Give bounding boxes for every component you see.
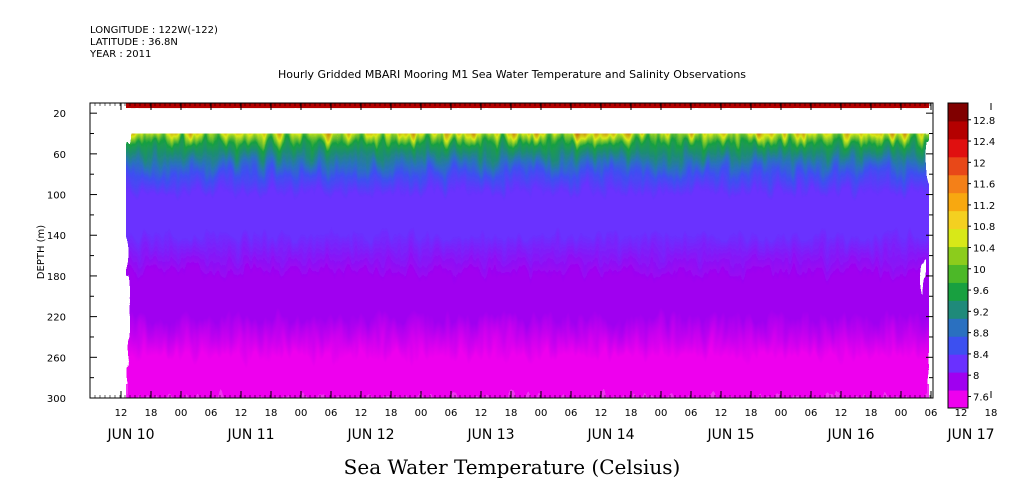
colorbar-label: 9.6 [973, 286, 989, 297]
data-layer [90, 103, 933, 398]
y-tick-label: 220 [47, 313, 66, 324]
x-day-label: JUN 11 [226, 427, 274, 443]
colorbar: 12.8 12.4 12 11.6 11.2 10.8 10.4 10 9.6 9.2 8.8 8.4… [947, 102, 995, 409]
x-hour-tick-label: 12 [115, 408, 128, 419]
bottom-layer [126, 384, 929, 398]
y-tick-label: 140 [47, 231, 66, 242]
x-hour-tick-label: 12 [475, 408, 488, 419]
x-hour-tick-label: 06 [325, 408, 338, 419]
colorbar-label: 12 [973, 158, 986, 169]
year-label: YEAR : 2011 [90, 49, 152, 60]
x-hour-tick-label: 12 [235, 408, 248, 419]
x-hour-tick-label: 12 [595, 408, 608, 419]
x-hour-tick-label: 00 [415, 408, 428, 419]
colorbar-swatch [948, 246, 968, 265]
colorbar-swatch [948, 300, 968, 319]
x-hour-tick-label: 12 [355, 408, 368, 419]
colorbar-swatch [948, 264, 968, 283]
x-hour-tick-label: 12 [715, 408, 728, 419]
colorbar-label: 7.6 [973, 392, 989, 403]
x-hour-tick-label: 00 [175, 408, 188, 419]
x-hour-tick-label: 18 [385, 408, 398, 419]
x-hour-tick-label: 12 [955, 408, 968, 419]
y-tick-label: 180 [47, 272, 66, 283]
colorbar-label: 10 [973, 265, 986, 276]
x-hour-tick-label: 18 [745, 408, 758, 419]
x-hour-tick-label: 00 [775, 408, 788, 419]
colorbar-label: 12.4 [973, 137, 995, 148]
colorbar-swatch [948, 156, 968, 176]
y-tick-label: 100 [47, 191, 66, 202]
colorbar-swatch [948, 138, 968, 158]
x-day-label: JUN 14 [586, 427, 634, 443]
colorbar-swatch [948, 210, 968, 230]
surface-band [126, 103, 929, 109]
y-axis-title: DEPTH (m) [36, 225, 47, 279]
x-axis-title: Sea Water Temperature (Celsius) [343, 455, 681, 479]
x-hour-tick-label: 18 [985, 408, 998, 419]
latitude-label: LATITUDE : 36.8N [90, 37, 178, 48]
y-tick-label: 300 [47, 394, 66, 405]
x-hour-tick-label: 18 [625, 408, 638, 419]
x-day-label: JUN 15 [706, 427, 754, 443]
colorbar-label: 11.2 [973, 201, 995, 212]
x-hour-tick-label: 00 [895, 408, 908, 419]
y-tick-label: 60 [53, 150, 66, 161]
y-tick-label: 20 [53, 109, 66, 120]
x-hour-tick-label: 06 [565, 408, 578, 419]
x-hour-tick-label: 18 [505, 408, 518, 419]
colorbar-label: 8.8 [973, 329, 989, 340]
colorbar-swatch [948, 336, 968, 355]
temperature-field [126, 103, 929, 398]
colorbar-frame [947, 102, 969, 409]
colorbar-label: 8 [973, 371, 979, 382]
x-day-label: JUN 16 [826, 427, 874, 443]
colorbar-swatch [948, 282, 968, 301]
y-tick-label: 260 [47, 353, 66, 364]
longitude-label: LONGITUDE : 122W(-122) [90, 25, 218, 36]
colorbar-swatch [948, 228, 968, 248]
plot-area [90, 103, 933, 398]
right-blank [929, 103, 933, 398]
x-hour-tick-label: 00 [655, 408, 668, 419]
x-hour-tick-label: 06 [805, 408, 818, 419]
colorbar-swatch [948, 354, 968, 373]
x-hour-tick-label: 00 [295, 408, 308, 419]
x-hour-tick-label: 18 [865, 408, 878, 419]
colorbar-swatch [948, 120, 968, 140]
x-day-label: JUN 17 [946, 427, 994, 443]
x-day-label: JUN 13 [466, 427, 514, 443]
axes-layer: 12 18 00 06 12 18 00 06 12 18 00 06 12 18 00 06 12 18 00 06… [47, 102, 998, 443]
x-hour-tick-label: 06 [685, 408, 698, 419]
colorbar-swatch [948, 318, 968, 337]
colorbar-swatch [948, 390, 968, 409]
colorbar-swatch [948, 103, 968, 122]
colorbar-swatch [948, 372, 968, 391]
colorbar-label: 11.6 [973, 180, 995, 191]
x-hour-tick-label: 18 [145, 408, 158, 419]
colorbar-label: 10.8 [973, 222, 995, 233]
x-hour-tick-label: 06 [205, 408, 218, 419]
x-day-label: JUN 10 [106, 427, 154, 443]
colorbar-label: 12.8 [973, 116, 995, 127]
colorbar-label: 8.4 [973, 350, 989, 361]
colorbar-label: 10.4 [973, 243, 995, 254]
colorbar-label: 9.2 [973, 307, 989, 318]
x-hour-tick-label: 06 [925, 408, 938, 419]
x-day-label: JUN 12 [346, 427, 394, 443]
no-data-band [90, 108, 933, 134]
x-hour-tick-label: 06 [445, 408, 458, 419]
x-hour-tick-label: 00 [535, 408, 548, 419]
x-hour-tick-label: 12 [835, 408, 848, 419]
chart-title: Hourly Gridded MBARI Mooring M1 Sea Wate… [277, 68, 747, 81]
left-blank [90, 103, 126, 398]
colorbar-swatch [948, 192, 968, 212]
colorbar-swatch [948, 174, 968, 194]
x-hour-tick-label: 18 [265, 408, 278, 419]
